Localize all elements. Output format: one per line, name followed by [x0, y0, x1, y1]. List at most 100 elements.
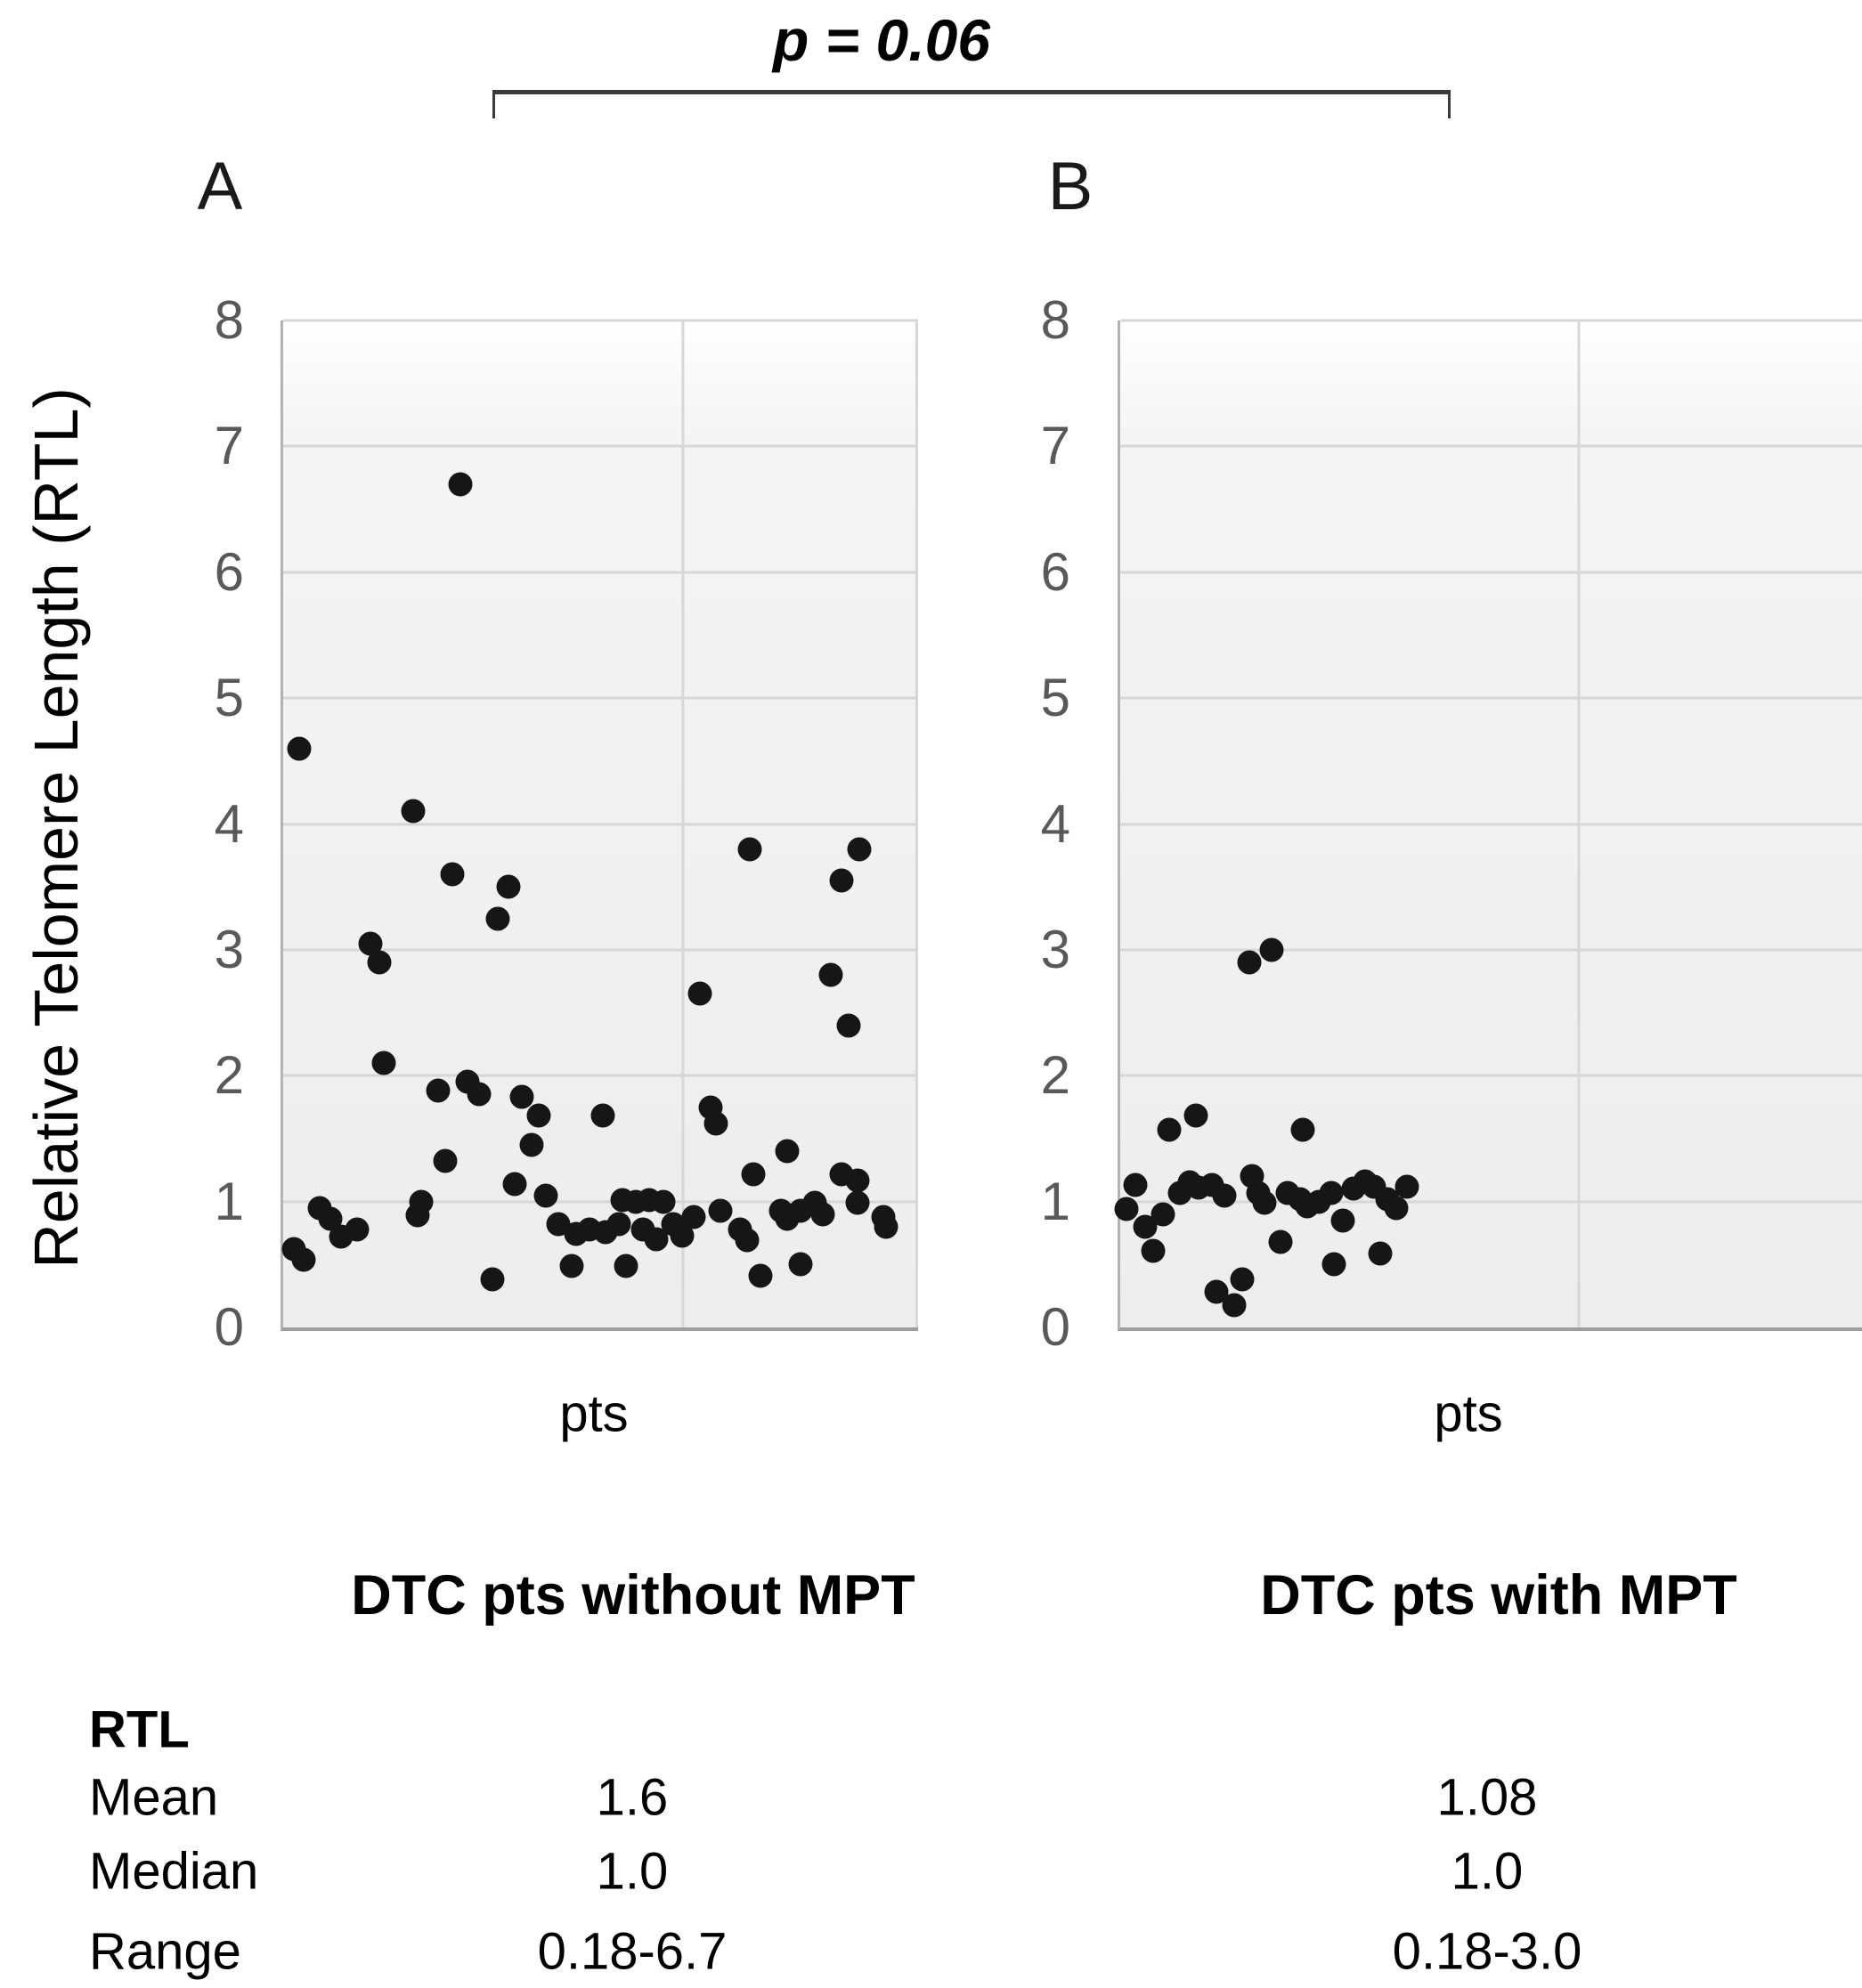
- data-point: [433, 1148, 458, 1173]
- data-point: [1259, 937, 1284, 962]
- data-point: [526, 1103, 551, 1128]
- data-point: [1183, 1103, 1208, 1128]
- data-point: [440, 862, 465, 887]
- data-point: [1394, 1174, 1419, 1199]
- data-point: [426, 1078, 451, 1103]
- horizontal-gridline: [1120, 696, 1862, 700]
- data-point: [1222, 1293, 1247, 1318]
- data-point: [829, 868, 854, 893]
- stats-median-with-mpt: 1.0: [1451, 1842, 1524, 1901]
- stats-row-label: Median: [89, 1842, 259, 1901]
- data-point: [614, 1254, 638, 1278]
- data-point: [467, 1082, 492, 1107]
- data-point: [687, 981, 712, 1006]
- data-point: [485, 906, 510, 931]
- horizontal-gridline: [1120, 823, 1862, 825]
- y-tick-label: 7: [214, 416, 244, 476]
- data-point: [874, 1214, 898, 1239]
- data-point: [845, 1168, 870, 1193]
- panel-a-label: A: [197, 149, 243, 224]
- data-point: [590, 1103, 615, 1128]
- y-tick-label: 7: [1040, 416, 1070, 476]
- data-point: [496, 874, 521, 899]
- data-point: [847, 837, 872, 862]
- group-label-without-mpt: DTC pts without MPT: [351, 1564, 915, 1627]
- data-point: [775, 1139, 800, 1164]
- data-point: [1157, 1117, 1182, 1142]
- data-point: [371, 1051, 396, 1075]
- data-point: [836, 1013, 861, 1038]
- horizontal-gridline: [1120, 571, 1862, 574]
- data-point: [401, 799, 426, 824]
- data-point: [345, 1217, 370, 1242]
- data-point: [651, 1189, 676, 1214]
- data-point: [1252, 1190, 1277, 1215]
- data-point: [1151, 1202, 1175, 1227]
- y-tick-label: 4: [1040, 793, 1070, 854]
- panel-b-label: B: [1047, 149, 1094, 224]
- y-tick-label: 3: [1040, 919, 1070, 979]
- horizontal-gridline: [283, 444, 918, 448]
- data-point: [1212, 1183, 1237, 1208]
- y-tick-label: 2: [1040, 1045, 1070, 1106]
- y-tick-label: 0: [214, 1297, 244, 1357]
- y-tick-label: 3: [214, 919, 244, 979]
- data-point: [291, 1247, 316, 1272]
- data-point: [1330, 1208, 1355, 1233]
- data-point: [681, 1205, 706, 1229]
- data-point: [448, 472, 473, 497]
- data-point: [845, 1190, 870, 1215]
- data-point: [818, 962, 843, 987]
- data-point: [1384, 1196, 1409, 1221]
- data-point: [741, 1162, 766, 1187]
- horizontal-gridline: [283, 823, 918, 825]
- data-point: [1141, 1238, 1166, 1263]
- data-point: [1230, 1267, 1255, 1292]
- p-value-annotation: p = 0.06: [773, 7, 990, 73]
- stats-row-label: Mean: [89, 1768, 219, 1827]
- data-point: [703, 1111, 728, 1136]
- data-point: [1368, 1241, 1393, 1266]
- y-tick-label: 5: [214, 668, 244, 728]
- horizontal-gridline: [1120, 444, 1862, 448]
- y-tick-label: 1: [214, 1171, 244, 1231]
- horizontal-gridline: [283, 571, 918, 574]
- data-point: [1290, 1117, 1315, 1142]
- horizontal-gridline: [283, 696, 918, 700]
- data-point: [287, 736, 312, 761]
- horizontal-gridline: [1120, 319, 1862, 322]
- data-point: [559, 1254, 584, 1278]
- stats-median-without-mpt: 1.0: [596, 1842, 669, 1901]
- stats-mean-with-mpt: 1.08: [1436, 1768, 1538, 1827]
- data-point: [606, 1212, 631, 1237]
- data-point: [502, 1172, 527, 1197]
- y-tick-label: 6: [1040, 541, 1070, 602]
- horizontal-gridline: [1120, 948, 1862, 952]
- stats-row-label: Range: [89, 1922, 241, 1981]
- data-point: [1237, 950, 1262, 975]
- horizontal-gridline: [1120, 1074, 1862, 1077]
- data-point: [735, 1228, 760, 1253]
- data-point: [533, 1183, 558, 1208]
- data-point: [480, 1267, 505, 1292]
- horizontal-gridline: [1120, 1200, 1862, 1204]
- vertical-gridline: [1577, 321, 1581, 1327]
- data-point: [737, 837, 762, 862]
- data-point: [1321, 1252, 1346, 1277]
- data-point: [1268, 1229, 1293, 1254]
- data-point: [708, 1198, 733, 1223]
- data-point: [405, 1203, 430, 1228]
- data-point: [509, 1084, 534, 1109]
- data-point: [788, 1252, 813, 1277]
- data-point: [367, 950, 392, 975]
- data-point: [1114, 1197, 1139, 1221]
- horizontal-gridline: [283, 1200, 918, 1204]
- group-label-with-mpt: DTC pts with MPT: [1260, 1564, 1737, 1627]
- data-point: [519, 1132, 544, 1157]
- data-point: [1319, 1181, 1344, 1205]
- y-tick-label: 5: [1040, 668, 1070, 728]
- y-tick-label: 2: [214, 1045, 244, 1106]
